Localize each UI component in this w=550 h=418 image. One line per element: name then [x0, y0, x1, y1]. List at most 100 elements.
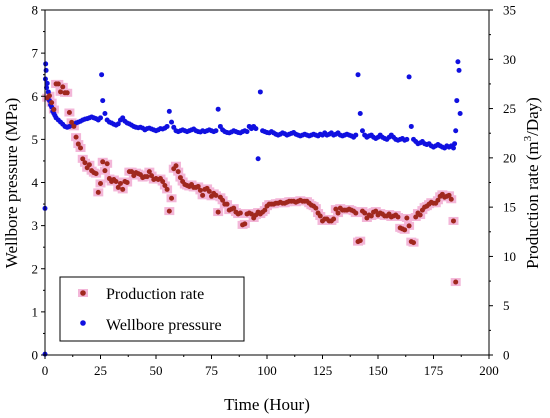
production-rate-point [95, 189, 101, 195]
right-y-axis-title-suffix: /Day) [523, 97, 542, 136]
production-rate-point [215, 209, 221, 215]
production-rate-point [120, 186, 126, 192]
production-rate-point [335, 210, 341, 216]
legend-box [59, 276, 245, 342]
production-rate-point [117, 180, 123, 186]
left-y-axis-title: Wellbore pressure (MPa) [2, 98, 21, 268]
production-rate-point [357, 238, 363, 244]
production-rate-series [44, 81, 459, 285]
production-rate-point [86, 162, 92, 168]
production-rate-point [200, 192, 206, 198]
wellbore-pressure-point [100, 98, 106, 104]
production-rate-point [333, 206, 339, 212]
right-y-tick-label: 25 [503, 101, 516, 116]
production-rate-point [60, 84, 66, 90]
production-rate-point [213, 192, 219, 198]
production-rate-point [102, 168, 108, 174]
wellbore-pressure-point [404, 136, 410, 142]
wellbore-pressure-point [453, 128, 459, 134]
production-rate-point [177, 175, 183, 181]
x-tick-label: 175 [424, 363, 444, 378]
wellbore-pressure-point [456, 67, 462, 73]
right-y-tick-label: 35 [503, 3, 516, 18]
left-y-tick-label: 8 [32, 3, 39, 18]
production-rate-point [362, 210, 368, 216]
wellbore-pressure-point [169, 119, 175, 125]
production-rate-point [197, 187, 203, 193]
left-y-tick-label: 4 [32, 175, 39, 190]
production-rate-point [80, 156, 86, 162]
wellbore-pressure-point [452, 141, 458, 147]
wellbore-pressure-point [253, 126, 259, 132]
production-rate-point [195, 183, 201, 189]
production-rate-point [164, 186, 170, 192]
wellbore-pressure-point [43, 67, 49, 73]
wellbore-pressure-point [43, 61, 49, 67]
production-rate-point [373, 208, 379, 214]
wellbore-pressure-point [450, 145, 456, 151]
production-rate-point [417, 212, 423, 218]
left-y-tick-label: 5 [32, 132, 39, 147]
legend-wellbore-pressure-label: Wellbore pressure [106, 317, 222, 334]
production-rate-point [58, 89, 64, 95]
wellbore-pressure-point [406, 74, 412, 80]
production-rate-point [395, 214, 401, 220]
right-y-tick-label: 10 [503, 249, 516, 264]
production-rate-point [82, 160, 88, 166]
wellbore-pressure-point [166, 108, 172, 114]
x-axis-ticks: 0 25 50 75 100 125 150 175 200 [42, 355, 499, 378]
right-y-axis-title-sup: 3 [522, 135, 534, 141]
wellbore-pressure-point [353, 132, 359, 138]
production-rate-point [55, 81, 61, 87]
production-rate-point [149, 173, 155, 179]
legend: Production rate Wellbore pressure [59, 276, 245, 342]
production-rate-point [413, 214, 419, 220]
production-rate-point [144, 174, 150, 180]
wellbore-pressure-point [213, 128, 219, 134]
wellbore-pressure-point [355, 72, 361, 78]
wellbore-pressure-point [359, 128, 365, 134]
wellbore-pressure-point [102, 111, 108, 116]
right-y-axis-ticks: 0 5 10 15 20 25 30 35 [489, 3, 516, 363]
production-rate-point [317, 213, 323, 219]
legend-production-rate-marker [80, 290, 86, 296]
left-y-tick-label: 6 [32, 89, 39, 104]
production-rate-point [368, 213, 374, 219]
production-rate-point [115, 184, 121, 190]
production-rate-point [231, 205, 237, 211]
production-rate-point [64, 90, 70, 96]
production-rate-point [129, 169, 135, 175]
wellbore-pressure-point [408, 123, 414, 129]
x-tick-label: 200 [479, 363, 499, 378]
production-rate-point [237, 210, 243, 216]
production-rate-point [104, 161, 110, 167]
left-y-axis-ticks: 0 1 2 3 4 5 6 7 8 [32, 3, 45, 363]
production-rate-point [75, 141, 81, 147]
production-rate-point [78, 145, 84, 151]
wellbore-pressure-series [42, 59, 463, 357]
wellbore-pressure-point [244, 129, 250, 135]
wellbore-pressure-point [255, 156, 261, 162]
left-y-tick-label: 7 [32, 46, 39, 61]
production-rate-point [46, 93, 52, 99]
x-tick-label: 25 [94, 363, 107, 378]
production-rate-point [262, 207, 268, 213]
production-rate-point [113, 179, 119, 185]
production-rate-point [66, 110, 72, 116]
production-rate-point [435, 197, 441, 203]
production-rate-point [73, 134, 79, 140]
production-rate-point [93, 171, 99, 177]
production-rate-point [224, 201, 230, 207]
right-y-axis-title-prefix: Production rate (m [523, 141, 542, 268]
production-rate-halo-layer [42, 79, 461, 287]
wellbore-pressure-point [454, 98, 460, 104]
production-rate-point [402, 227, 408, 233]
production-rate-point [248, 211, 254, 217]
production-rate-point [160, 179, 166, 185]
production-rate-point [175, 169, 181, 175]
x-tick-label: 100 [257, 363, 277, 378]
wellbore-pressure-point [215, 106, 221, 112]
production-rate-point [100, 159, 106, 165]
x-tick-label: 150 [368, 363, 388, 378]
left-y-tick-label: 0 [32, 348, 39, 363]
